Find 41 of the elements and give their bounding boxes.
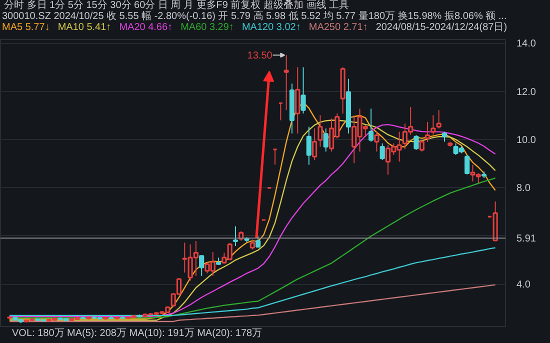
y-tick-label: 10.0 — [516, 135, 536, 146]
candlestick — [250, 239, 255, 250]
candlestick — [323, 128, 328, 152]
text: MA10 5.41↑ — [58, 22, 112, 33]
candlestick — [232, 226, 238, 247]
candlestick — [306, 126, 312, 166]
y-tick-label: 12.0 — [516, 86, 536, 98]
candlestick — [374, 131, 380, 152]
line-series — [8, 284, 496, 322]
candlestick — [464, 154, 470, 175]
candlestick — [442, 131, 448, 142]
candlestick — [318, 114, 323, 148]
text: MA20 4.66↑ — [119, 22, 173, 33]
candlestick — [199, 254, 204, 276]
candlestick — [430, 114, 436, 136]
candlestick — [300, 66, 306, 114]
text: MA5 5.77↓ — [2, 22, 50, 33]
annotation: 13.50 — [247, 50, 273, 62]
candlestick — [312, 128, 318, 160]
ref-line-label: 5.91 — [516, 234, 536, 245]
line-series — [8, 177, 496, 318]
line-series — [8, 247, 496, 316]
candlestick — [295, 66, 300, 134]
text: 2024/08/15-2024/12/24(87日) — [376, 22, 508, 33]
candlestick — [380, 142, 385, 160]
y-tick-label: 4.0 — [516, 280, 531, 291]
text: MA250 2.71↑ — [308, 22, 368, 33]
candlestick — [414, 134, 419, 150]
candlestick — [436, 110, 442, 129]
y-tick-label: 8.0 — [516, 183, 531, 194]
candlestick — [419, 139, 424, 152]
text: MA60 3.29↑ — [180, 22, 234, 33]
candlestick — [256, 236, 261, 248]
text: VOL: 180万 MA(5): 208万 MA(10): 191万 MA(20): 178万 — [11, 328, 262, 339]
text: MA120 3.02↑ — [242, 22, 301, 33]
candlestick — [284, 54, 289, 111]
text: F9 前复权 超级叠加 画线 工具 — [216, 0, 350, 11]
candlestick — [368, 108, 374, 142]
candlestick — [424, 121, 430, 142]
y-tick-label: 14.0 — [516, 38, 536, 50]
text: 分时 多日 1分 5分 15分 30分 60分 日 周 月 更多 — [3, 0, 216, 11]
